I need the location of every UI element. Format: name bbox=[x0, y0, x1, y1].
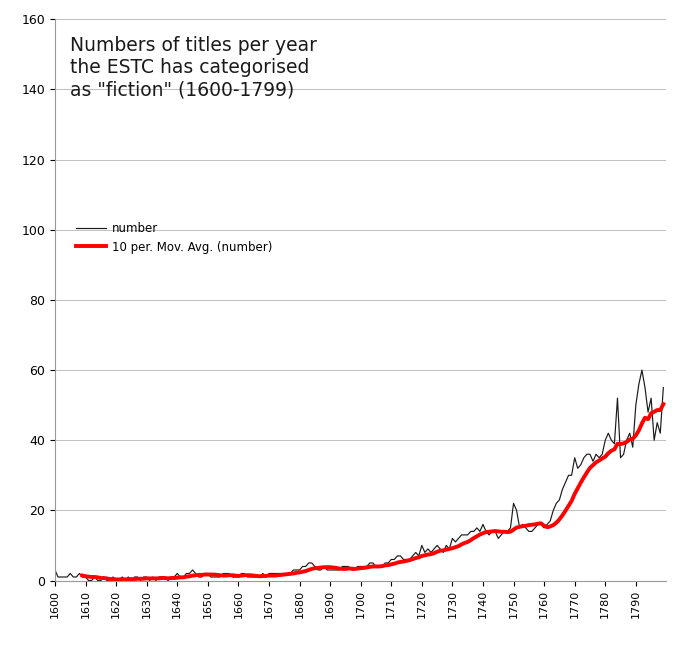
10 per. Mov. Avg. (number) bbox=[497, 528, 506, 535]
number bbox=[638, 366, 646, 374]
Line: 10 per. Mov. Avg. (number): 10 per. Mov. Avg. (number) bbox=[82, 404, 664, 579]
number bbox=[167, 573, 175, 581]
number bbox=[660, 384, 668, 392]
10 per. Mov. Avg. (number) bbox=[198, 571, 206, 579]
10 per. Mov. Avg. (number) bbox=[660, 400, 668, 408]
Text: Numbers of titles per year
the ESTC has categorised
as "fiction" (1600-1799): Numbers of titles per year the ESTC has … bbox=[70, 36, 317, 99]
10 per. Mov. Avg. (number) bbox=[112, 575, 120, 583]
number bbox=[216, 573, 224, 581]
10 per. Mov. Avg. (number) bbox=[485, 528, 493, 535]
10 per. Mov. Avg. (number) bbox=[399, 558, 407, 566]
number bbox=[91, 573, 99, 581]
number bbox=[610, 440, 618, 448]
10 per. Mov. Avg. (number) bbox=[515, 523, 523, 531]
Line: number: number bbox=[55, 370, 664, 580]
10 per. Mov. Avg. (number) bbox=[78, 571, 87, 579]
number bbox=[51, 566, 59, 574]
number bbox=[85, 577, 93, 584]
number bbox=[76, 570, 84, 577]
Legend: number, 10 per. Mov. Avg. (number): number, 10 per. Mov. Avg. (number) bbox=[76, 222, 272, 253]
10 per. Mov. Avg. (number) bbox=[476, 531, 484, 539]
number bbox=[632, 401, 640, 409]
